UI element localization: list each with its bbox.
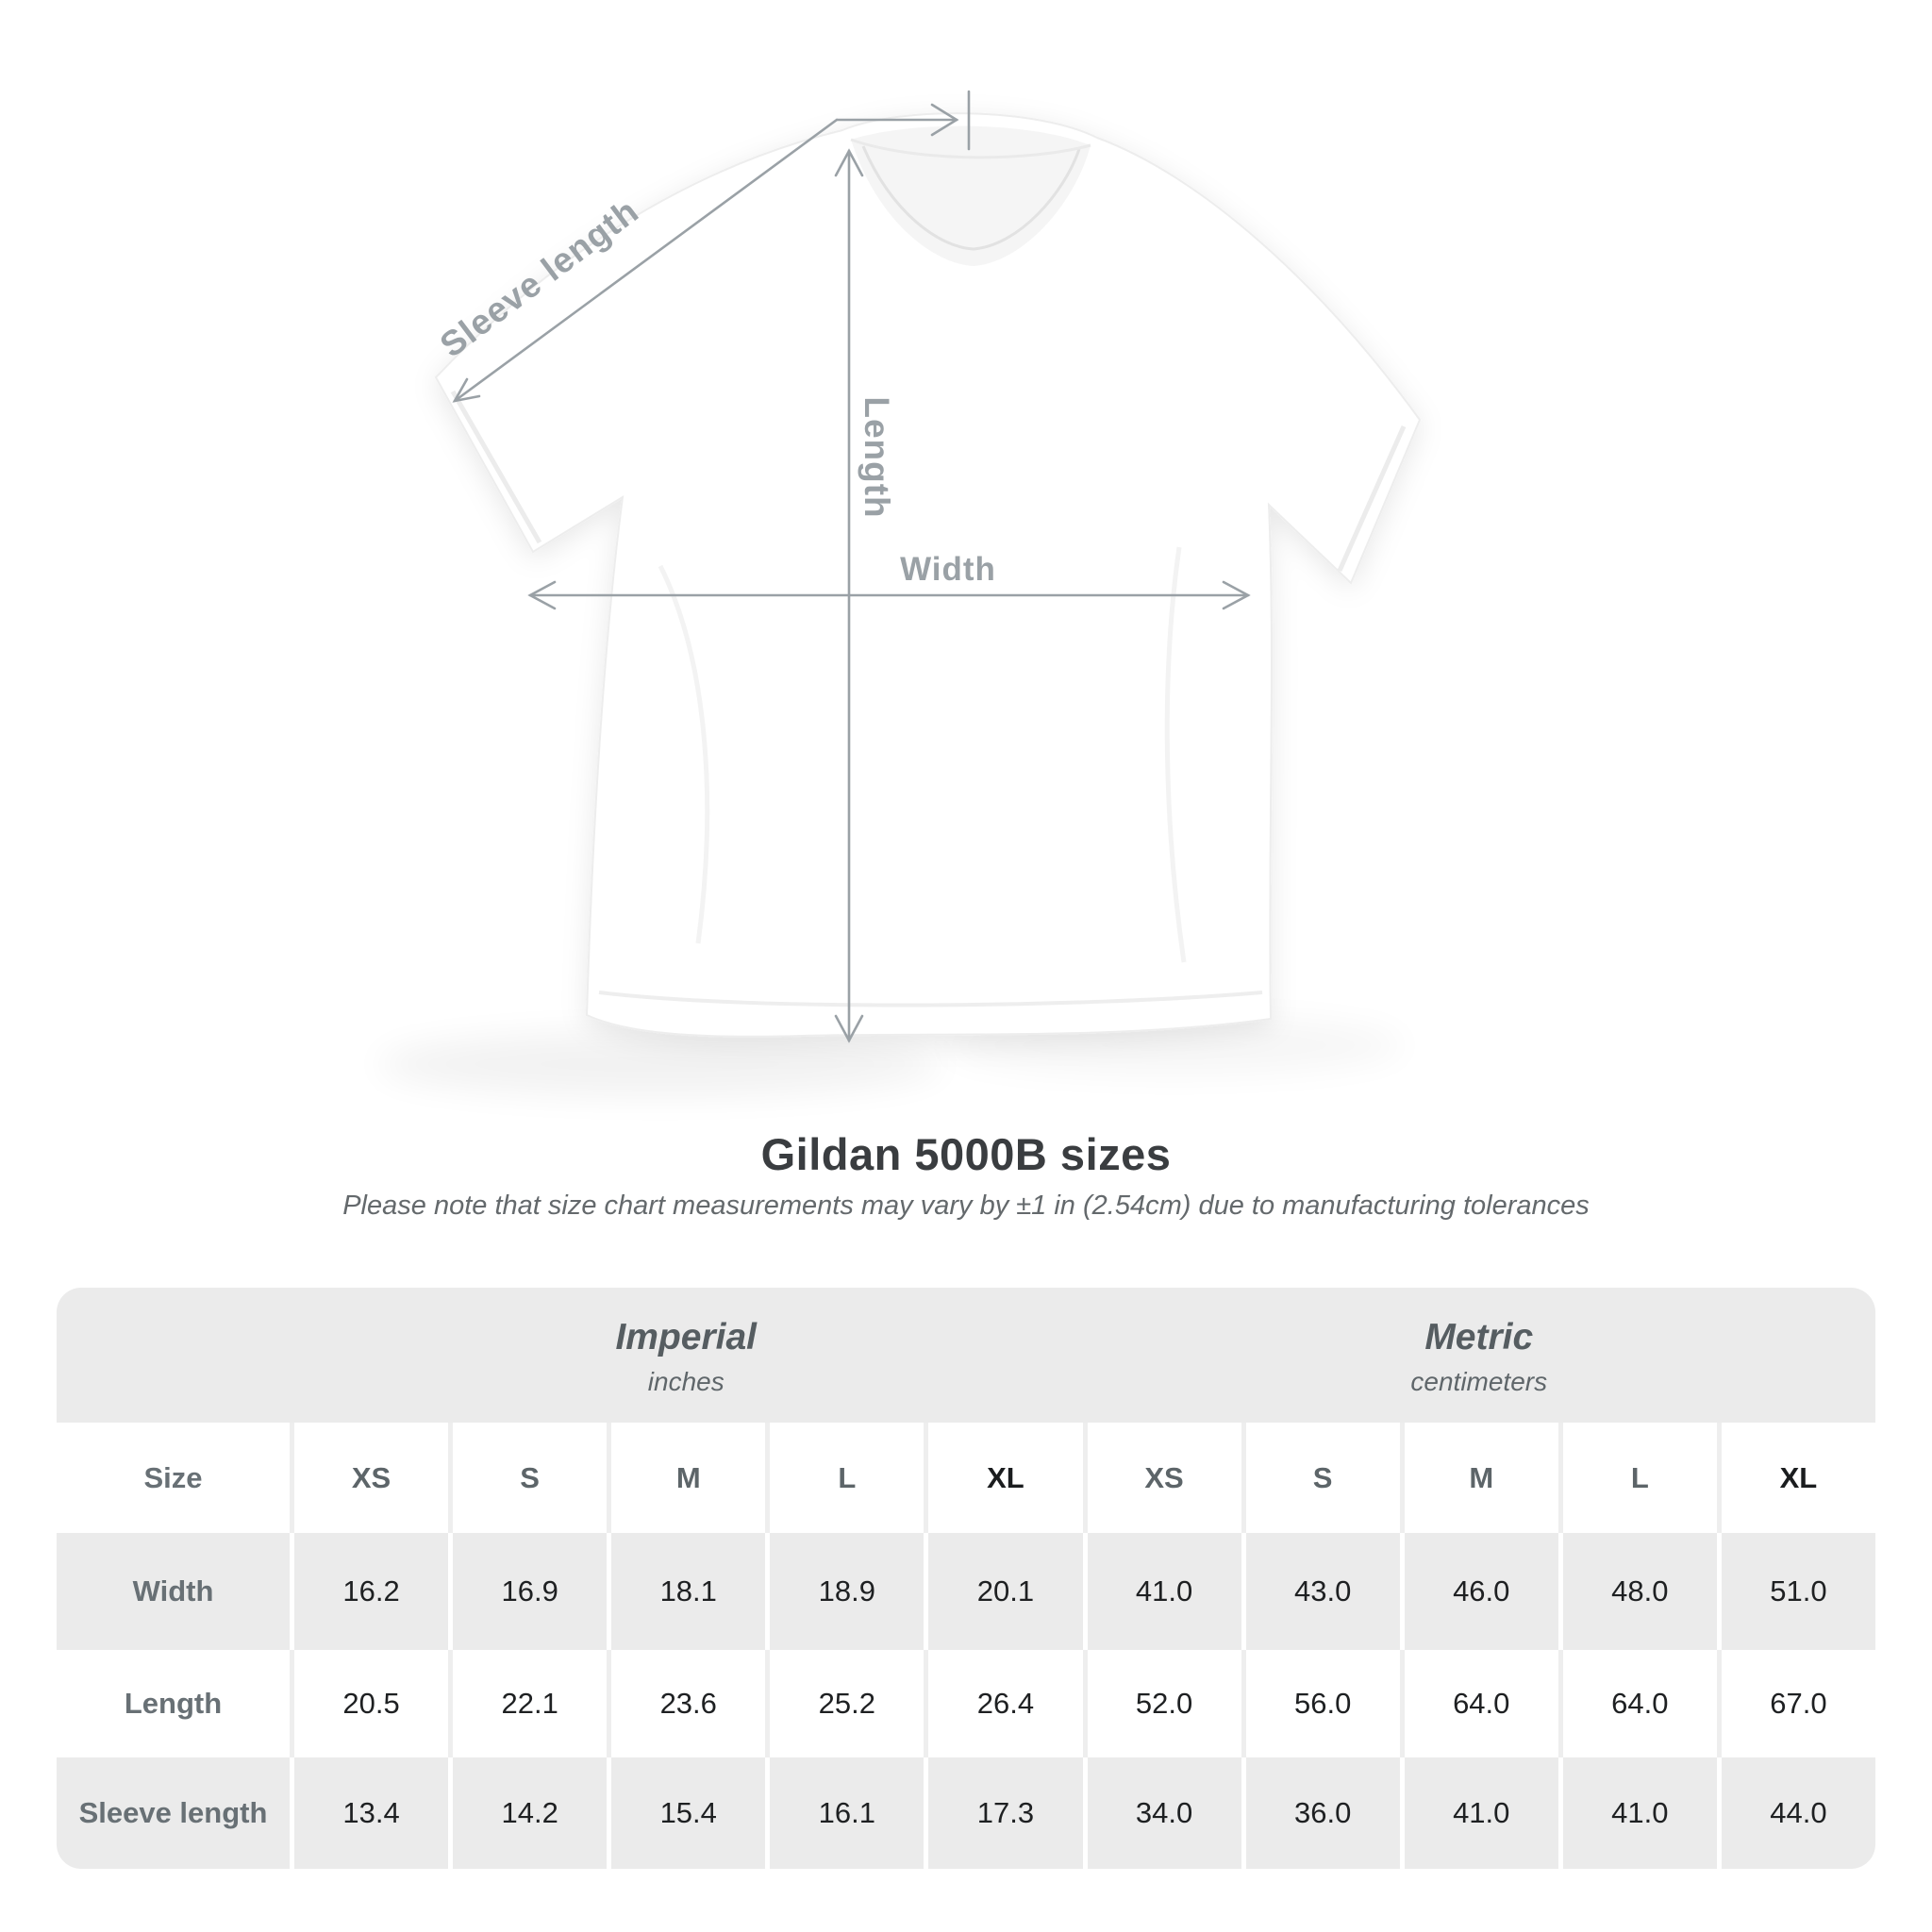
width-imperial-m: 18.1 bbox=[607, 1533, 765, 1650]
length-imperial-xl: 26.4 bbox=[924, 1650, 1082, 1757]
metric-unit: centimeters bbox=[1410, 1367, 1548, 1396]
sleeve-metric-xs: 34.0 bbox=[1082, 1757, 1241, 1869]
col-header-metric-xs: XS bbox=[1082, 1423, 1241, 1533]
length-metric-s: 56.0 bbox=[1241, 1650, 1400, 1757]
sleeve-metric-s: 36.0 bbox=[1241, 1757, 1400, 1869]
tshirt-image bbox=[434, 112, 1422, 1038]
band-spacer bbox=[57, 1288, 290, 1423]
length-imperial-l: 25.2 bbox=[765, 1650, 924, 1757]
table-row-length: Length 20.5 22.1 23.6 25.2 26.4 52.0 56.… bbox=[57, 1650, 1875, 1757]
length-label: Length bbox=[858, 396, 896, 519]
row-label-width: Width bbox=[132, 1574, 214, 1607]
table-header-row: Size XS S M L XL XS S M L XL bbox=[57, 1423, 1875, 1533]
tshirt-diagram bbox=[377, 90, 1422, 1096]
sleeve-imperial-s: 14.2 bbox=[448, 1757, 607, 1869]
length-metric-xs: 52.0 bbox=[1082, 1650, 1241, 1757]
width-imperial-l: 18.9 bbox=[765, 1533, 924, 1650]
imperial-unit: inches bbox=[647, 1367, 724, 1396]
sleeve-imperial-m: 15.4 bbox=[607, 1757, 765, 1869]
sleeve-imperial-l: 16.1 bbox=[765, 1757, 924, 1869]
width-metric-xl: 51.0 bbox=[1716, 1533, 1875, 1650]
col-header-metric-l: L bbox=[1557, 1423, 1717, 1533]
imperial-group-header: Imperial inches bbox=[290, 1288, 1083, 1423]
length-metric-m: 64.0 bbox=[1399, 1650, 1558, 1757]
width-metric-s: 43.0 bbox=[1241, 1533, 1400, 1650]
table-row-width: Width 16.2 16.9 18.1 18.9 20.1 41.0 43.0… bbox=[57, 1533, 1875, 1650]
sleeve-metric-m: 41.0 bbox=[1399, 1757, 1558, 1869]
col-header-imperial-s: S bbox=[448, 1423, 607, 1533]
sleeve-metric-xl: 44.0 bbox=[1716, 1757, 1875, 1869]
col-header-metric-xl: XL bbox=[1716, 1423, 1875, 1533]
collar bbox=[851, 125, 1091, 266]
row-label-sleeve-length: Sleeve length bbox=[78, 1796, 268, 1829]
width-metric-l: 48.0 bbox=[1557, 1533, 1717, 1650]
size-table: Imperial inches Metric centimeters Size … bbox=[57, 1288, 1875, 1869]
imperial-title: Imperial bbox=[615, 1317, 758, 1357]
col-header-metric-m: M bbox=[1399, 1423, 1558, 1533]
length-metric-xl: 67.0 bbox=[1716, 1650, 1875, 1757]
length-metric-l: 64.0 bbox=[1557, 1650, 1717, 1757]
width-dimension-line bbox=[527, 580, 1251, 610]
size-column-header: Size bbox=[143, 1460, 203, 1494]
metric-title: Metric bbox=[1424, 1317, 1534, 1357]
col-header-imperial-xl: XL bbox=[924, 1423, 1082, 1533]
length-imperial-s: 22.1 bbox=[448, 1650, 607, 1757]
sleeve-length-dimension-line bbox=[452, 90, 971, 403]
col-header-metric-s: S bbox=[1241, 1423, 1400, 1533]
sleeve-imperial-xl: 17.3 bbox=[924, 1757, 1082, 1869]
sleeve-imperial-xs: 13.4 bbox=[290, 1757, 448, 1869]
shirt-soft-shadow bbox=[377, 1032, 943, 1096]
row-label-length: Length bbox=[124, 1687, 223, 1720]
width-metric-m: 46.0 bbox=[1399, 1533, 1558, 1650]
page-title: Gildan 5000B sizes bbox=[760, 1129, 1172, 1179]
metric-group-header: Metric centimeters bbox=[1083, 1288, 1876, 1423]
length-imperial-xs: 20.5 bbox=[290, 1650, 448, 1757]
table-row-sleeve-length: Sleeve length 13.4 14.2 15.4 16.1 17.3 3… bbox=[57, 1757, 1875, 1869]
tolerance-note: Please note that size chart measurements… bbox=[342, 1191, 1590, 1221]
col-header-imperial-m: M bbox=[607, 1423, 765, 1533]
width-imperial-s: 16.9 bbox=[448, 1533, 607, 1650]
width-imperial-xl: 20.1 bbox=[924, 1533, 1082, 1650]
width-imperial-xs: 16.2 bbox=[290, 1533, 448, 1650]
col-header-imperial-xs: XS bbox=[290, 1423, 448, 1533]
sleeve-metric-l: 41.0 bbox=[1557, 1757, 1717, 1869]
width-label: Width bbox=[900, 551, 996, 588]
width-metric-xs: 41.0 bbox=[1082, 1533, 1241, 1650]
col-header-imperial-l: L bbox=[765, 1423, 924, 1533]
length-imperial-m: 23.6 bbox=[607, 1650, 765, 1757]
unit-header-band: Imperial inches Metric centimeters bbox=[57, 1288, 1875, 1423]
